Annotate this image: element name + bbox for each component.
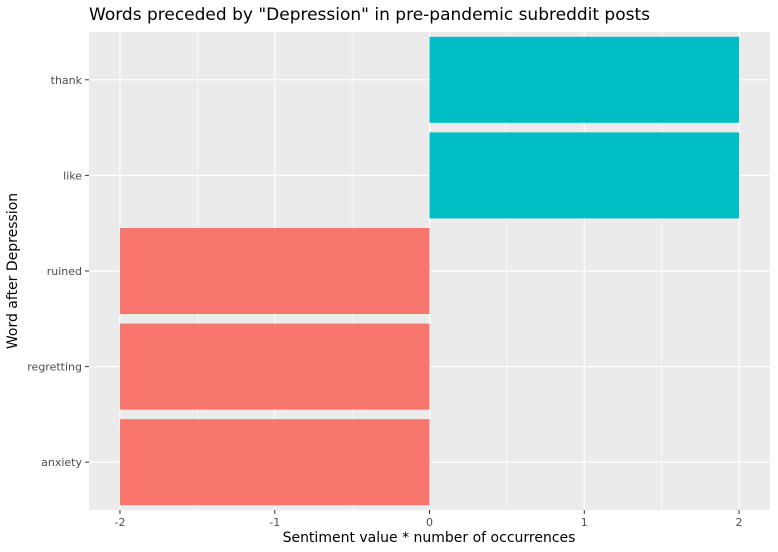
y-tick-label: ruined — [47, 265, 82, 278]
y-axis-title: Word after Depression — [5, 193, 21, 349]
x-tick-label: 2 — [736, 516, 743, 529]
x-axis-title: Sentiment value * number of occurrences — [283, 530, 576, 546]
bar-regretting — [119, 323, 430, 410]
y-axis: anxiety regretting ruined like thank — [27, 74, 89, 469]
x-tick-label: 0 — [426, 516, 433, 529]
y-tick-label: thank — [51, 74, 83, 87]
bar-ruined — [119, 227, 430, 315]
y-tick-label: like — [63, 169, 82, 182]
x-tick-label: 1 — [581, 516, 588, 529]
y-tick-label: anxiety — [41, 456, 82, 469]
chart-title: Words preceded by "Depression" in pre-pa… — [89, 5, 650, 25]
x-axis: -2 -1 0 1 2 — [114, 510, 743, 529]
x-tick-label: -1 — [269, 516, 280, 529]
y-tick-label: regretting — [27, 361, 82, 374]
x-tick-label: -2 — [114, 516, 125, 529]
bar-thank — [429, 36, 740, 123]
bar-like — [429, 132, 740, 219]
bar-anxiety — [119, 419, 430, 506]
bars — [119, 36, 740, 506]
